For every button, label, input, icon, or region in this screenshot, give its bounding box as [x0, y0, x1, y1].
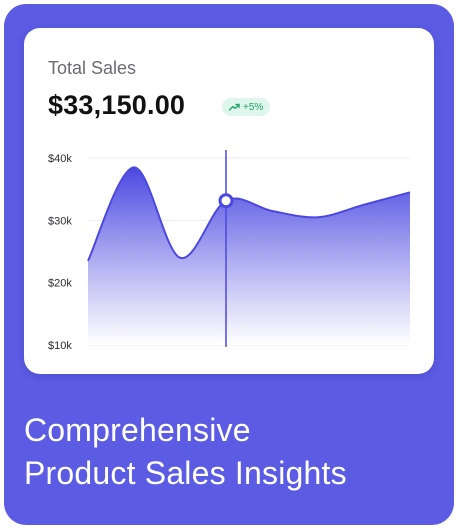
growth-badge: +5% — [222, 98, 271, 116]
y-tick-label: $30k — [48, 215, 72, 227]
y-axis-ticks: $40k $30k $20k $10k — [48, 153, 72, 352]
y-tick-label: $10k — [48, 340, 72, 352]
total-sales-label: Total Sales — [48, 58, 137, 78]
headline-line-2: Product Sales Insights — [24, 455, 347, 491]
sales-area-chart: $40k $30k $20k $10k — [48, 150, 411, 352]
trend-up-icon — [229, 103, 240, 111]
sales-card: Total Sales $33,150.00 +5% $40k $30k $20k $… — [24, 28, 434, 374]
total-sales-amount: $33,150.00 — [48, 90, 186, 120]
growth-badge-text: +5% — [243, 101, 264, 113]
headline-line-1: Comprehensive — [24, 412, 251, 448]
hover-point[interactable] — [218, 193, 234, 209]
sales-area-fill — [88, 167, 410, 345]
y-tick-label: $20k — [48, 278, 72, 290]
headline: Comprehensive Product Sales Insights — [24, 409, 444, 495]
y-tick-label: $40k — [48, 153, 72, 165]
feature-card: Total Sales $33,150.00 +5% $40k $30k $20k $… — [4, 4, 454, 525]
